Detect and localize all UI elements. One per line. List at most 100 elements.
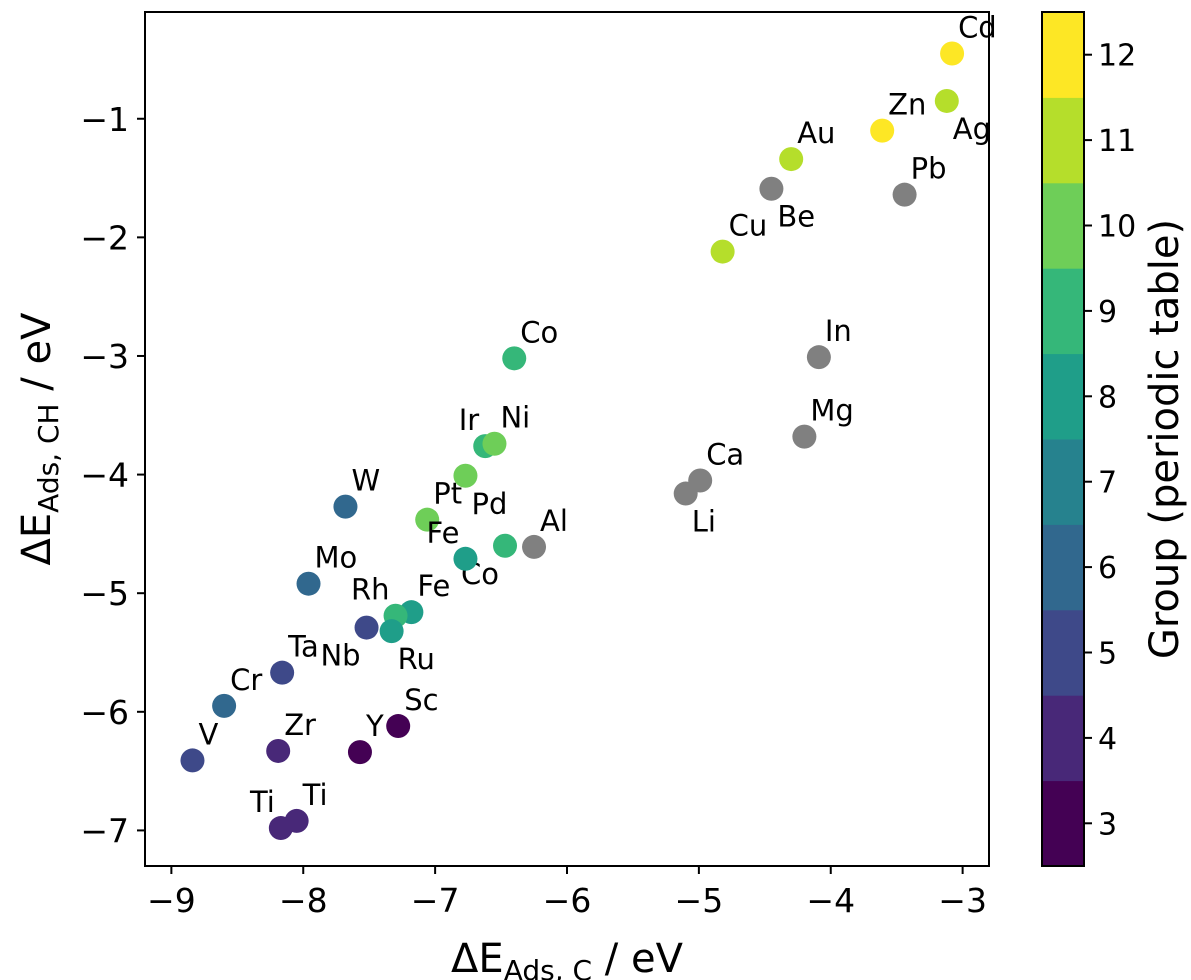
plot-frame (144, 11, 990, 867)
colorbar-tick-label: 11 (1098, 124, 1136, 159)
x-tick-label: −8 (279, 881, 328, 920)
point-label: Ti (302, 778, 328, 812)
point-label: Zn (888, 88, 926, 122)
point-label: Al (540, 504, 568, 538)
data-point-pb (892, 182, 917, 207)
point-label: Mg (810, 394, 853, 428)
point-label: Au (797, 116, 835, 150)
colorbar-segment (1042, 439, 1084, 525)
colorbar-tick-label: 3 (1098, 807, 1117, 842)
colorbar-tick-label: 4 (1098, 722, 1117, 757)
y-tick-label: −6 (80, 693, 129, 732)
point-label: Nb (320, 639, 360, 673)
data-point-au (779, 147, 804, 172)
y-tick-label: −2 (80, 218, 129, 257)
y-axis-ticks: −1 −2 −3 −4 −5 −6 −7 (80, 100, 145, 850)
colorbar-tick-label: 10 (1098, 210, 1136, 245)
x-axis-ticks: −9 −8 −7 −6 −5 −4 −3 (147, 866, 987, 920)
point-label: Co (520, 315, 558, 349)
point-label: Ru (398, 642, 435, 676)
data-point-sc (386, 714, 411, 739)
colorbar-segment (1042, 780, 1084, 867)
data-point-in (806, 345, 831, 370)
point-label: Cd (958, 11, 997, 45)
y-tick-label: −4 (80, 456, 129, 495)
point-label: V (198, 717, 218, 751)
colorbar-frame (1041, 11, 1085, 867)
point-label: Ca (706, 438, 744, 472)
x-tick-label: −4 (806, 881, 855, 920)
point-label: Ti (249, 785, 275, 819)
colorbar-ticks: 3 4 5 6 7 8 9 10 11 12 (1084, 39, 1136, 842)
x-tick-label: −6 (543, 881, 592, 920)
data-point-ta (270, 660, 295, 685)
point-label: Li (692, 505, 716, 539)
x-tick-label: −7 (411, 881, 460, 920)
data-point-ni (482, 431, 507, 456)
y-tick-label: −3 (80, 337, 129, 376)
point-label: Ag (953, 112, 991, 146)
point-label: Cu (729, 209, 768, 243)
colorbar-segment (1042, 695, 1084, 782)
data-point-nb (354, 615, 379, 640)
data-point-cr (212, 693, 237, 718)
data-point-ag (934, 88, 959, 113)
colorbar-segment (1042, 268, 1084, 355)
data-point-pt (415, 507, 440, 532)
point-label: Zr (284, 708, 316, 742)
data-point-zr (266, 738, 291, 763)
colorbar-label: Group (periodic table) (1142, 219, 1188, 659)
colorbar-tick-label: 7 (1098, 466, 1117, 501)
colorbar-segment (1042, 97, 1084, 184)
point-label: In (825, 314, 852, 348)
colorbar-tick-label: 6 (1098, 551, 1117, 586)
x-tick-label: −3 (938, 881, 987, 920)
x-tick-label: −9 (147, 881, 196, 920)
point-label: Mo (315, 541, 358, 575)
data-point-y (347, 740, 372, 765)
colorbar (1042, 12, 1084, 867)
data-point-cd (940, 41, 965, 66)
colorbar-segment (1042, 524, 1084, 611)
point-label: W (351, 464, 380, 498)
point-label: Y (365, 709, 384, 743)
point-label: Pt (433, 477, 462, 511)
colorbar-tick-label: 5 (1098, 637, 1117, 672)
x-axis-label: ΔEAds, C / eV (451, 936, 684, 980)
x-tick-label: −5 (675, 881, 724, 920)
point-label: Fe (417, 569, 450, 603)
point-label: Ni (500, 401, 530, 435)
data-point-mg (792, 424, 817, 449)
data-point-li (673, 481, 698, 506)
point-label: Ta (287, 630, 319, 664)
colorbar-tick-label: 9 (1098, 295, 1117, 330)
point-label: Fe (427, 516, 460, 550)
y-axis-label: ΔEAds, CH / eV (14, 312, 65, 566)
colorbar-segment (1042, 353, 1084, 440)
point-label: Ir (459, 403, 480, 437)
data-point-zn (870, 118, 895, 143)
point-label: Sc (404, 683, 438, 717)
colorbar-segment (1042, 182, 1084, 269)
data-point-mo (296, 571, 321, 596)
y-tick-label: −5 (80, 574, 129, 613)
data-point-ru (379, 619, 404, 644)
colorbar-tick-label: 8 (1098, 380, 1117, 415)
data-point-cu (710, 239, 735, 264)
data-point-w (333, 494, 358, 519)
colorbar-tick-label: 12 (1098, 39, 1136, 74)
data-point-pd (453, 463, 478, 488)
data-point-fe (453, 546, 478, 571)
data-point-co (502, 346, 527, 371)
y-tick-label: −1 (80, 100, 129, 139)
data-point-co (493, 533, 518, 558)
data-point-al (522, 534, 547, 559)
point-label: Pd (471, 487, 507, 521)
data-point-v (180, 748, 205, 773)
colorbar-segment (1042, 12, 1084, 98)
colorbar-segment (1042, 609, 1084, 696)
data-point-be (759, 176, 784, 201)
point-label: Rh (351, 573, 390, 607)
